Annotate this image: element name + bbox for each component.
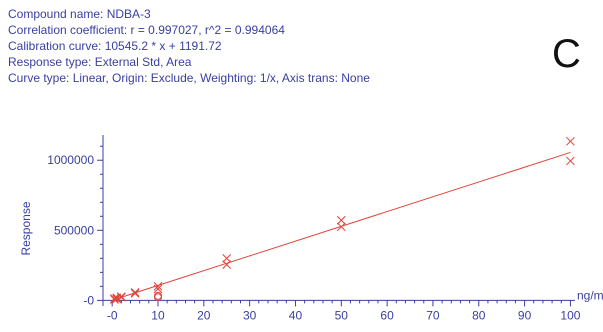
- correlation-line: Correlation coefficient: r = 0.997027, r…: [8, 23, 285, 37]
- x-tick-label: 20: [197, 308, 211, 322]
- chart-axes: [97, 135, 575, 307]
- x-tick-label: -0: [107, 308, 118, 322]
- data-point-cross: [112, 294, 122, 304]
- curve-type-line: Curve type: Linear, Origin: Exclude, Wei…: [8, 71, 370, 85]
- cross-stroke: [153, 284, 163, 294]
- x-tick-label: 60: [380, 308, 394, 322]
- data-point-cross: [336, 215, 346, 225]
- cross-stroke: [336, 222, 346, 232]
- panel-letter: C: [552, 32, 581, 76]
- cross-stroke: [222, 260, 232, 270]
- x-tick-label: 10: [151, 308, 165, 322]
- data-point-cross: [222, 253, 232, 263]
- data-point-cross: [153, 281, 163, 291]
- data-point-cross: [336, 222, 346, 232]
- x-tick-label: 30: [243, 308, 257, 322]
- y-tick-label: 500000: [54, 223, 94, 237]
- x-tick-label: 40: [289, 308, 303, 322]
- data-point-circle: [153, 293, 162, 302]
- cross-stroke: [153, 281, 163, 291]
- cross-stroke: [110, 294, 119, 303]
- cross-stroke: [336, 215, 346, 225]
- calibration-curve-line: Calibration curve: 10545.2 * x + 1191.72: [8, 39, 222, 53]
- x-axis-title: ng/mL: [577, 288, 603, 302]
- x-tick-label: 50: [335, 308, 349, 322]
- cross-stroke: [130, 289, 140, 298]
- cross-stroke: [566, 156, 575, 166]
- data-point-cross: [566, 156, 575, 166]
- y-tick-label: 1000000: [47, 153, 94, 167]
- compound-name-line: Compound name: NDBA-3: [8, 7, 151, 21]
- cross-stroke: [116, 292, 126, 301]
- compound-info-block: Compound name: NDBA-3 Correlation coeffi…: [8, 6, 370, 86]
- data-point-cross: [130, 289, 140, 298]
- data-point-cross: [153, 284, 163, 294]
- cross-stroke: [566, 136, 575, 146]
- data-point-cross: [222, 260, 232, 270]
- data-point-cross: [130, 288, 140, 297]
- data-points-group: [110, 136, 575, 304]
- response-type-line: Response type: External Std, Area: [8, 55, 192, 69]
- cross-stroke: [222, 253, 232, 263]
- x-tick-label: 80: [472, 308, 486, 322]
- x-tick-label: 70: [426, 308, 440, 322]
- data-point-cross: [116, 292, 126, 301]
- data-point-cross: [566, 136, 575, 146]
- x-tick-label: 100: [560, 308, 580, 322]
- cross-stroke: [130, 288, 140, 297]
- axis-labels-group: -0 10 20 30 40 50 60 70 80 90 100 -0 500000 1000000 ng…: [19, 153, 603, 322]
- cross-stroke: [112, 294, 122, 304]
- y-tick-label: -0: [83, 293, 94, 307]
- y-axis-title: Response: [19, 201, 33, 255]
- x-tick-label: 90: [518, 308, 532, 322]
